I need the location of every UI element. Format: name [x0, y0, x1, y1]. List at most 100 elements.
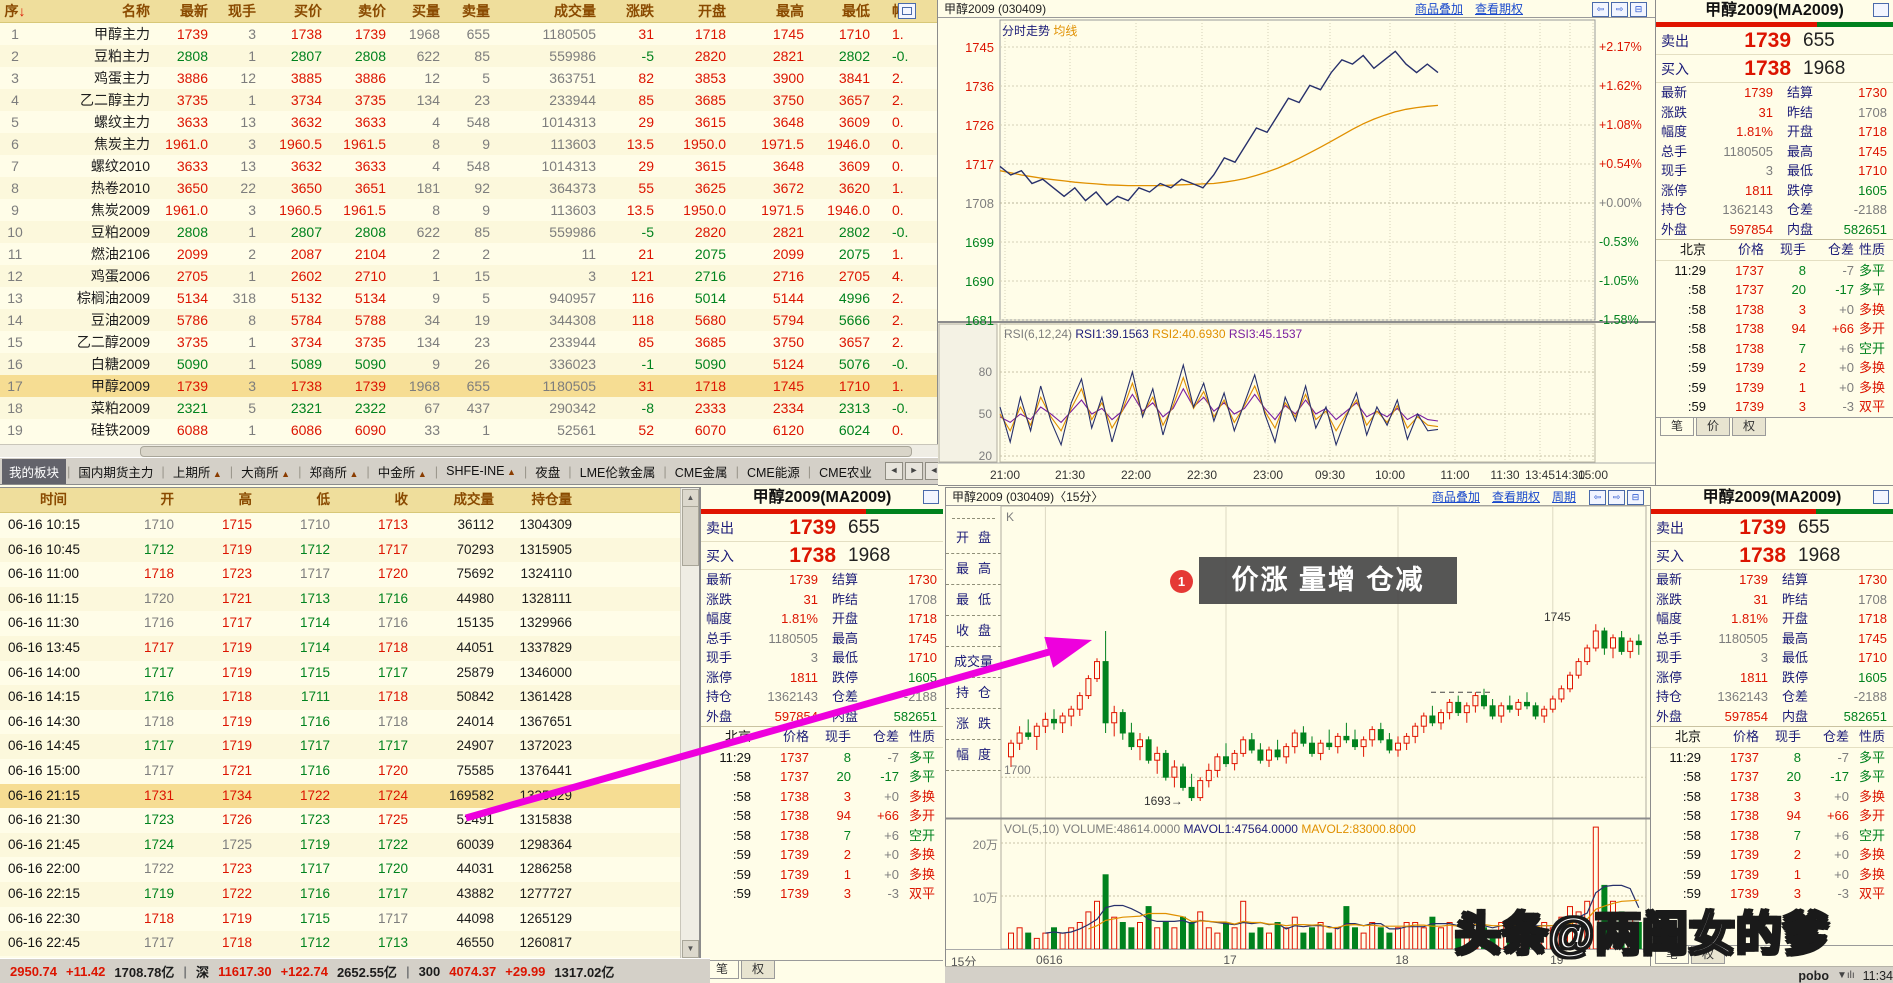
menu-item-收盘[interactable]: 收盘	[946, 616, 1001, 647]
column-header[interactable]: 收	[394, 492, 409, 507]
tab-笔[interactable]: 笔	[1660, 417, 1695, 436]
sort-column-header[interactable]: 序↓	[0, 0, 30, 22]
restore-window-icon[interactable]	[1873, 490, 1889, 504]
tick-row[interactable]: :59 1739 1 +0 多换	[701, 865, 943, 885]
tab-大商所[interactable]: 大商所 ▲	[234, 459, 297, 484]
column-header[interactable]: 最高	[776, 3, 804, 19]
history-header-row[interactable]: 时间 开 高 低 收 成交量 持仓量	[0, 488, 699, 513]
column-header[interactable]: 低	[316, 492, 331, 507]
tick-row[interactable]: :59 1739 2 +0 多换	[1651, 845, 1893, 865]
tick-row[interactable]: :58 1738 7 +6 空开	[701, 826, 943, 846]
table-row[interactable]: 8 热卷2010 3650 22 3650 3651 181 92 364373 55 3625 36…	[0, 177, 937, 199]
tick-row[interactable]: :58 1738 7 +6 空开	[1656, 339, 1893, 359]
table-row[interactable]: 3 鸡蛋主力 3886 12 3885 3886 12 5 363751 82 3853 3900 38…	[0, 67, 937, 89]
prev-window-icon[interactable]: ⇦	[1589, 490, 1606, 506]
table-row[interactable]: 06-16 22:15 1719 1722 1716 1717 43882 1277727	[0, 881, 699, 907]
tab-CME金属[interactable]: CME金属	[668, 459, 735, 484]
table-row[interactable]: 17 甲醇2009 1739 3 1738 1739 1968 655 1180505 31 171…	[0, 375, 937, 397]
table-row[interactable]: 06-16 21:15 1731 1734 1722 1724 169582 1335329	[0, 783, 699, 809]
menu-item-开盘[interactable]: 开盘	[946, 523, 1001, 554]
table-row[interactable]: 18 菜粕2009 2321 5 2321 2322 67 437 290342 -8 2333 23…	[0, 397, 937, 419]
table-row[interactable]: 2 豆粕主力 2808 1 2807 2808 622 85 559986 -5 2820 2821 2…	[0, 45, 937, 67]
column-header[interactable]: 开盘	[698, 3, 726, 19]
column-header[interactable]: 最低	[842, 3, 870, 19]
table-row[interactable]: 14 豆油2009 5786 8 5784 5788 34 19 344308 118 5680 57…	[0, 309, 937, 331]
tick-row[interactable]: :58 1737 20 -17 多平	[1656, 280, 1893, 300]
tab-中金所[interactable]: 中金所 ▲	[371, 459, 434, 484]
column-header[interactable]: 成交量	[554, 3, 596, 19]
scroll-up-icon[interactable]: ▲	[682, 489, 699, 507]
table-row[interactable]: 06-16 14:15 1716 1718 1711 1718 50842 1361428	[0, 685, 699, 710]
tab-价[interactable]: 价	[1696, 417, 1731, 436]
quotes-table-header[interactable]: 序↓名称最新现手买价卖价买量卖量成交量涨跌开盘最高最低幅	[0, 0, 937, 23]
tab-国内期货主力[interactable]: 国内期货主力	[71, 459, 160, 484]
legend-avg-line[interactable]: 均线	[1050, 24, 1078, 38]
table-row[interactable]: 5 螺纹主力 3633 13 3632 3633 4 548 1014313 29 3615 3648…	[0, 111, 937, 133]
tick-row[interactable]: :58 1738 3 +0 多换	[1651, 787, 1893, 807]
tab-郑商所[interactable]: 郑商所 ▲	[302, 459, 365, 484]
table-row[interactable]: 06-16 14:00 1717 1719 1715 1717 25879 1346000	[0, 661, 699, 686]
scroll-down-icon[interactable]: ▼	[682, 940, 699, 958]
next-window-icon[interactable]: ⇨	[1611, 2, 1628, 18]
tab-笔[interactable]: 笔	[705, 961, 740, 979]
table-row[interactable]: 7 螺纹2010 3633 13 3632 3633 4 548 1014313 29 3615 36…	[0, 155, 937, 177]
tab-上期所[interactable]: 上期所 ▲	[166, 459, 229, 484]
table-row[interactable]: 19 硅铁2009 6088 1 6086 6090 33 1 52561 52 6070 6120 6…	[0, 419, 937, 441]
table-row[interactable]: 06-16 22:30 1718 1719 1715 1717 44098 1265129	[0, 907, 699, 932]
table-row[interactable]: 4 乙二醇主力 3735 1 3734 3735 134 23 233944 85 3685 3750…	[0, 89, 937, 111]
buy-row[interactable]: 买入 1738 1968	[1656, 55, 1893, 83]
prev-window-icon[interactable]: ⇦	[1592, 2, 1609, 18]
column-header[interactable]: 时间	[40, 492, 67, 507]
column-header[interactable]: 涨跌	[626, 3, 654, 19]
table-row[interactable]: 06-16 21:30 1723 1726 1723 1725 52491 1315838	[0, 808, 699, 833]
table-row[interactable]: 06-16 11:15 1720 1721 1713 1716 44980 1328111	[0, 586, 699, 612]
quotes-header-row[interactable]: 序↓名称最新现手买价卖价买量卖量成交量涨跌开盘最高最低幅	[0, 0, 937, 23]
vertical-scrollbar-thumb[interactable]	[682, 506, 699, 566]
tick-row[interactable]: :59 1739 2 +0 多换	[701, 845, 943, 865]
column-header[interactable]: 高	[238, 492, 253, 507]
table-row[interactable]: 06-16 14:45 1717 1719 1717 1717 24907 1372023	[0, 734, 699, 759]
table-row[interactable]: 10 豆粕2009 2808 1 2807 2808 622 85 559986 -5 2820 28…	[0, 221, 937, 243]
tick-row[interactable]: :58 1737 20 -17 多平	[701, 767, 943, 787]
split-window-icon[interactable]: ⊟	[1630, 2, 1647, 18]
tab-笔[interactable]: 笔	[1655, 946, 1690, 964]
table-row[interactable]: 6 焦炭主力 1961.0 3 1960.5 1961.5 8 9 113603 13.5 1950…	[0, 133, 937, 155]
tick-row[interactable]: :58 1738 94 +66 多开	[1656, 319, 1893, 339]
column-header[interactable]: 成交量	[453, 492, 495, 507]
restore-window-icon[interactable]	[898, 3, 916, 19]
tick-row[interactable]: :59 1739 2 +0 多换	[1656, 358, 1893, 378]
tick-row[interactable]: 11:29 1737 8 -7 多平	[1656, 261, 1893, 281]
next-window-icon[interactable]: ⇨	[1608, 490, 1625, 506]
buy-row[interactable]: 买入 1738 1968	[701, 542, 943, 570]
intraday-chart[interactable]: 分时走势 均线 1745 1736 1726 1717 1708 1699 1690 1681 +…	[938, 18, 1655, 486]
table-row[interactable]: 1 甲醇主力 1739 3 1738 1739 1968 655 1180505 31 1718 17…	[0, 23, 937, 45]
table-row[interactable]: 06-16 10:45 1712 1719 1712 1717 70293 1315905	[0, 537, 699, 563]
table-row[interactable]: 06-16 11:30 1716 1717 1714 1716 15135 1329966	[0, 611, 699, 636]
tick-row[interactable]: :58 1738 3 +0 多换	[701, 787, 943, 807]
tab-权[interactable]: 权	[1691, 946, 1726, 964]
horizontal-scrollbar[interactable]	[0, 444, 938, 457]
tick-row[interactable]: :59 1739 3 -3 双平	[701, 884, 943, 904]
tab-权[interactable]: 权	[1732, 417, 1767, 436]
table-row[interactable]: 06-16 11:00 1718 1723 1717 1720 75692 1324110	[0, 562, 699, 587]
tick-row[interactable]: :58 1738 94 +66 多开	[701, 806, 943, 826]
table-row[interactable]: 11 燃油2106 2099 2 2087 2104 2 2 11 21 2075 2099 2075 1…	[0, 243, 937, 265]
column-header[interactable]: 卖价	[358, 3, 386, 19]
horizontal-scrollbar-thumb[interactable]	[140, 446, 912, 457]
tab-我的板块[interactable]: 我的板块	[2, 458, 67, 484]
column-header[interactable]: 持仓量	[531, 492, 573, 507]
restore-window-icon[interactable]	[1873, 3, 1889, 17]
legend-price-line[interactable]: 分时走势	[1002, 24, 1051, 38]
table-row[interactable]: 12 鸡蛋2006 2705 1 2602 2710 1 15 3 121 2716 2716 2705…	[0, 265, 937, 287]
vertical-scrollbar[interactable]: ▲ ▼	[680, 488, 699, 959]
column-header[interactable]: 开	[160, 492, 175, 507]
column-header[interactable]: 最新	[180, 3, 208, 19]
tick-row[interactable]: :58 1738 7 +6 空开	[1651, 826, 1893, 846]
restore-window-icon[interactable]	[923, 490, 939, 504]
sell-row[interactable]: 卖出 1739 655	[1651, 514, 1893, 542]
table-row[interactable]: 06-16 22:00 1722 1723 1717 1720 44031 1286258	[0, 857, 699, 882]
tick-row[interactable]: :58 1738 3 +0 多换	[1656, 300, 1893, 320]
sell-row[interactable]: 卖出 1739 655	[701, 514, 943, 542]
tick-row[interactable]: :58 1737 20 -17 多平	[1651, 767, 1893, 787]
tick-row[interactable]: :58 1738 94 +66 多开	[1651, 806, 1893, 826]
